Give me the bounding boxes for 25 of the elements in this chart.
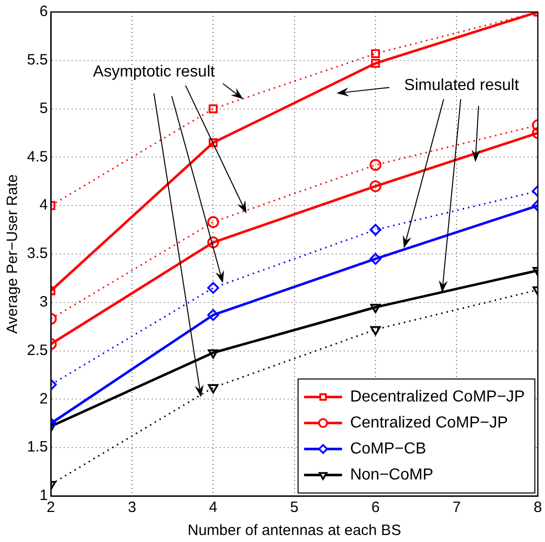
x-tick-label: 4: [209, 499, 218, 516]
y-tick-label: 1.5: [26, 438, 48, 456]
y-tick-label: 4: [40, 196, 48, 214]
annotation: Asymptotic result: [93, 63, 216, 80]
x-tick-label: 5: [290, 499, 299, 516]
x-tick-label: 7: [452, 499, 461, 516]
x-tick-label: 3: [128, 499, 136, 516]
x-tick-label: 6: [371, 499, 380, 516]
x-tick-label: 8: [534, 499, 542, 516]
y-tick-label: 5: [40, 100, 48, 117]
annotation: Simulated result: [404, 76, 520, 94]
y-tick-label: 5.5: [26, 52, 48, 69]
y-tick-label: 2.5: [26, 342, 48, 359]
legend-label: Centralized CoMP−JP: [350, 414, 508, 432]
x-axis-title: Number of antennas at each BS: [188, 522, 402, 540]
y-tick-label: 6: [40, 3, 48, 20]
legend-label: Decentralized CoMP−JP: [350, 388, 525, 406]
y-tick-label: 4.5: [26, 148, 48, 166]
y-tick-label: 2: [40, 390, 48, 408]
legend-label: CoMP−CB: [350, 440, 426, 458]
y-tick-label: 3: [40, 294, 48, 311]
y-tick-label: 1: [40, 487, 48, 504]
y-tick-label: 3.5: [26, 245, 48, 262]
y-axis-title: Average Per−User Rate: [4, 174, 22, 334]
legend-label: Non−CoMP: [350, 466, 434, 484]
